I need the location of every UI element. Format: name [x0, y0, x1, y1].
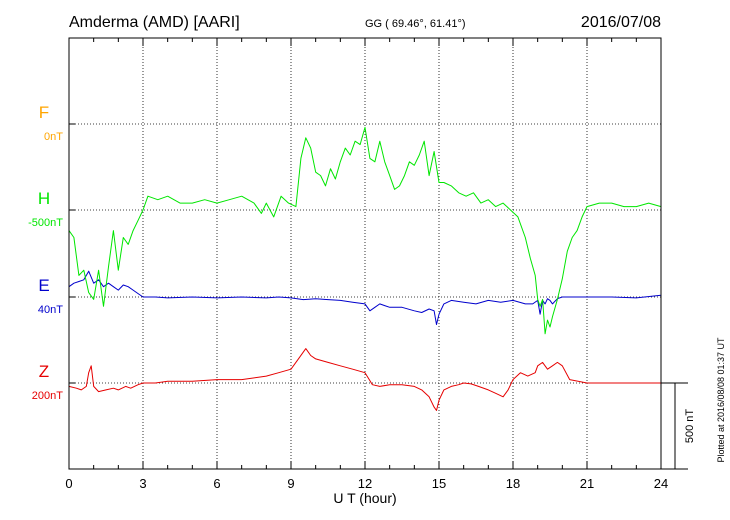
- channel-baseline-E: 40nT: [38, 304, 63, 316]
- x-tick-label: 3: [139, 476, 146, 491]
- x-tick-label: 12: [358, 476, 372, 491]
- x-tick-label: 21: [580, 476, 594, 491]
- channel-name-E: E: [38, 276, 49, 295]
- channel-labels: F 0nT H -500nT E 40nT Z 200nT: [28, 103, 63, 402]
- series-line-Z: [68, 348, 661, 411]
- channel-name-F: F: [39, 103, 49, 122]
- channel-baseline-H: -500nT: [28, 217, 63, 229]
- x-tick-label: 15: [432, 476, 446, 491]
- x-tick-label: 0: [65, 476, 72, 491]
- x-axis-label: U T (hour): [333, 490, 396, 506]
- series-layer: [68, 126, 662, 411]
- channel-name-H: H: [38, 189, 50, 208]
- x-tick-label: 6: [213, 476, 220, 491]
- channel-baseline-Z: 200nT: [32, 390, 63, 402]
- date-label: 2016/07/08: [581, 14, 661, 31]
- x-axis-ticks: 0 3 6 9 12 15 18 21 24: [65, 38, 668, 491]
- channel-baseline-F: 0nT: [44, 131, 63, 143]
- scale-bar: 500 nT: [661, 382, 696, 470]
- series-line-E: [68, 270, 662, 325]
- station-title: Amderma (AMD) [AARI]: [69, 14, 240, 31]
- scale-bar-label: 500 nT: [684, 409, 696, 444]
- station-coords: GG ( 69.46°, 61.41°): [365, 18, 466, 30]
- x-tick-label: 18: [506, 476, 520, 491]
- series-line-H: [68, 126, 662, 335]
- channel-name-Z: Z: [39, 362, 49, 381]
- grid-lines: [69, 38, 661, 469]
- x-tick-label: 24: [654, 476, 668, 491]
- x-tick-label: 9: [287, 476, 294, 491]
- plotted-timestamp: Plotted at 2016/08/08 01:37 UT: [716, 337, 726, 463]
